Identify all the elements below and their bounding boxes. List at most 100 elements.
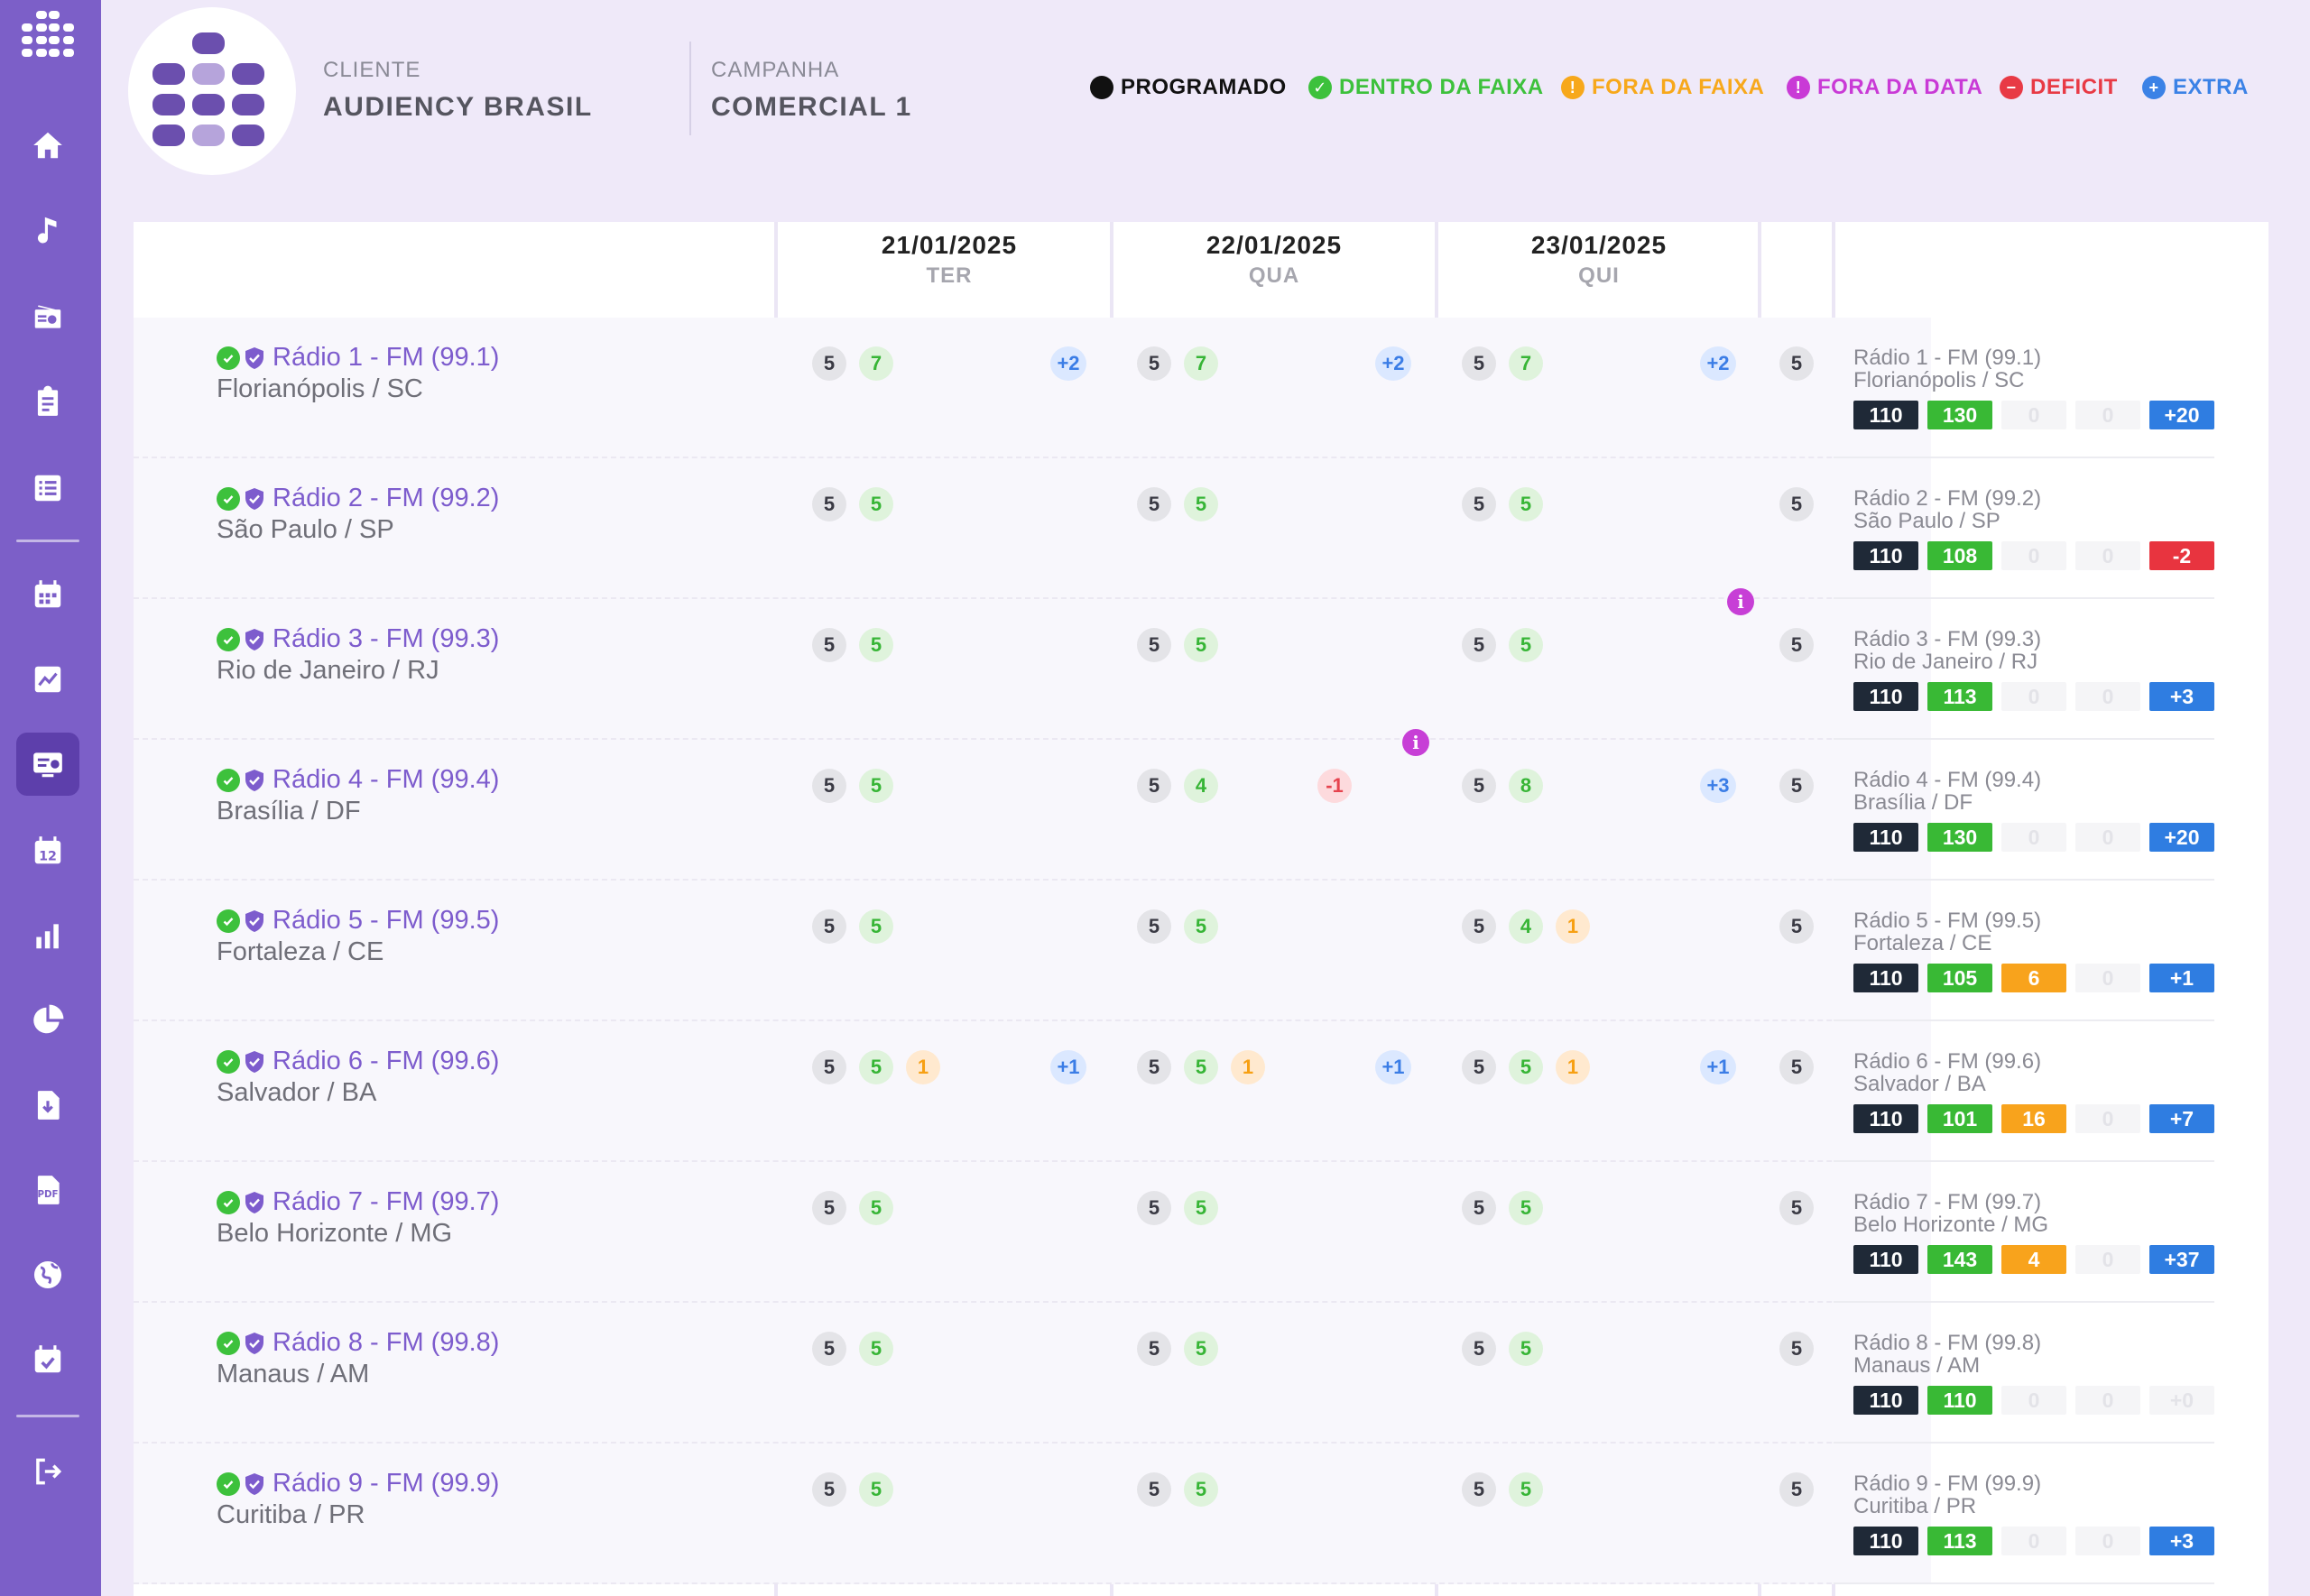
in-range-badge[interactable]: 5 (1184, 909, 1218, 944)
in-range-badge[interactable]: 5 (859, 487, 893, 521)
in-range-badge[interactable]: 7 (859, 346, 893, 381)
programmed-badge[interactable]: 5 (1462, 628, 1496, 662)
programmed-badge[interactable]: 5 (1137, 769, 1171, 803)
programmed-badge[interactable]: 5 (812, 346, 846, 381)
extra-badge[interactable]: +1 (1700, 1050, 1736, 1084)
extra-badge[interactable]: +1 (1050, 1050, 1086, 1084)
station-info[interactable]: Rádio 6 - FM (99.6) Salvador / BA (217, 1047, 499, 1108)
out-of-range-badge[interactable]: 1 (906, 1050, 940, 1084)
in-range-badge[interactable]: 7 (1509, 346, 1543, 381)
programmed-badge[interactable]: 5 (1137, 909, 1171, 944)
sidebar-item-pie-chart[interactable] (16, 989, 79, 1052)
programmed-badge[interactable]: 5 (1462, 1191, 1496, 1225)
in-range-badge[interactable]: 5 (1184, 628, 1218, 662)
in-range-badge[interactable]: 5 (859, 1472, 893, 1507)
in-range-badge[interactable]: 5 (1184, 487, 1218, 521)
sidebar-item-calendar-day[interactable]: 12 (16, 819, 79, 882)
in-range-badge[interactable]: 4 (1184, 769, 1218, 803)
programmed-badge[interactable]: 5 (1137, 487, 1171, 521)
in-range-badge[interactable]: 5 (1509, 628, 1543, 662)
sidebar-item-download[interactable] (16, 1074, 79, 1137)
in-range-badge[interactable]: 8 (1509, 769, 1543, 803)
sidebar-item-logout[interactable] (16, 1440, 79, 1503)
extra-badge[interactable]: +1 (1375, 1050, 1411, 1084)
in-range-badge[interactable]: 5 (859, 1191, 893, 1225)
sidebar-item-calendar[interactable] (16, 563, 79, 626)
in-range-badge[interactable]: 5 (859, 1050, 893, 1084)
station-info[interactable]: Rádio 4 - FM (99.4) Brasília / DF (217, 765, 499, 826)
partial-programmed-badge[interactable]: 5 (1779, 1050, 1814, 1084)
programmed-badge[interactable]: 5 (1137, 1050, 1171, 1084)
programmed-badge[interactable]: 5 (1137, 628, 1171, 662)
station-info[interactable]: Rádio 9 - FM (99.9) Curitiba / PR (217, 1469, 499, 1530)
station-info[interactable]: Rádio 5 - FM (99.5) Fortaleza / CE (217, 906, 499, 967)
programmed-badge[interactable]: 5 (812, 909, 846, 944)
sidebar-item-globe[interactable] (16, 1243, 79, 1306)
sidebar-item-pdf[interactable]: PDF (16, 1158, 79, 1222)
in-range-badge[interactable]: 5 (1184, 1332, 1218, 1366)
out-of-date-info-icon[interactable]: i (1727, 588, 1754, 615)
programmed-badge[interactable]: 5 (1462, 1332, 1496, 1366)
programmed-badge[interactable]: 5 (1462, 487, 1496, 521)
partial-programmed-badge[interactable]: 5 (1779, 1191, 1814, 1225)
programmed-badge[interactable]: 5 (812, 1050, 846, 1084)
station-info[interactable]: Rádio 3 - FM (99.3) Rio de Janeiro / RJ (217, 624, 499, 686)
in-range-badge[interactable]: 5 (1509, 1332, 1543, 1366)
programmed-badge[interactable]: 5 (1137, 1472, 1171, 1507)
partial-programmed-badge[interactable]: 5 (1779, 769, 1814, 803)
out-of-range-badge[interactable]: 1 (1231, 1050, 1265, 1084)
partial-programmed-badge[interactable]: 5 (1779, 628, 1814, 662)
in-range-badge[interactable]: 5 (1509, 1191, 1543, 1225)
sidebar-item-clipboard[interactable] (16, 370, 79, 433)
programmed-badge[interactable]: 5 (1137, 1332, 1171, 1366)
out-of-range-badge[interactable]: 1 (1556, 909, 1590, 944)
programmed-badge[interactable]: 5 (1462, 346, 1496, 381)
partial-programmed-badge[interactable]: 5 (1779, 909, 1814, 944)
programmed-badge[interactable]: 5 (1462, 1472, 1496, 1507)
programmed-badge[interactable]: 5 (812, 487, 846, 521)
sidebar-item-schedule[interactable] (16, 1328, 79, 1391)
in-range-badge[interactable]: 5 (859, 909, 893, 944)
station-info[interactable]: Rádio 7 - FM (99.7) Belo Horizonte / MG (217, 1187, 499, 1249)
in-range-badge[interactable]: 5 (1509, 1472, 1543, 1507)
programmed-badge[interactable]: 5 (1137, 346, 1171, 381)
station-info[interactable]: Rádio 2 - FM (99.2) São Paulo / SP (217, 484, 499, 545)
in-range-badge[interactable]: 5 (1184, 1050, 1218, 1084)
sidebar-item-analytics[interactable] (16, 648, 79, 711)
sidebar-item-list[interactable] (16, 457, 79, 520)
sidebar-item-bar-chart[interactable] (16, 904, 79, 967)
sidebar-item-home[interactable] (16, 114, 79, 177)
in-range-badge[interactable]: 5 (1184, 1191, 1218, 1225)
out-of-range-badge[interactable]: 1 (1556, 1050, 1590, 1084)
station-info[interactable]: Rádio 8 - FM (99.8) Manaus / AM (217, 1328, 499, 1389)
partial-programmed-badge[interactable]: 5 (1779, 1332, 1814, 1366)
programmed-badge[interactable]: 5 (812, 628, 846, 662)
in-range-badge[interactable]: 7 (1184, 346, 1218, 381)
in-range-badge[interactable]: 5 (859, 769, 893, 803)
programmed-badge[interactable]: 5 (1462, 909, 1496, 944)
in-range-badge[interactable]: 5 (859, 628, 893, 662)
sidebar-item-radio[interactable] (16, 285, 79, 348)
programmed-badge[interactable]: 5 (812, 1472, 846, 1507)
programmed-badge[interactable]: 5 (812, 769, 846, 803)
partial-programmed-badge[interactable]: 5 (1779, 487, 1814, 521)
partial-programmed-badge[interactable]: 5 (1779, 1472, 1814, 1507)
extra-badge[interactable]: +3 (1700, 769, 1736, 803)
out-of-date-info-icon[interactable]: i (1402, 729, 1429, 756)
in-range-badge[interactable]: 4 (1509, 909, 1543, 944)
sidebar-item-music[interactable] (16, 198, 79, 262)
programmed-badge[interactable]: 5 (812, 1332, 846, 1366)
programmed-badge[interactable]: 5 (1462, 1050, 1496, 1084)
in-range-badge[interactable]: 5 (859, 1332, 893, 1366)
in-range-badge[interactable]: 5 (1509, 1050, 1543, 1084)
extra-badge[interactable]: +2 (1375, 346, 1411, 381)
in-range-badge[interactable]: 5 (1509, 487, 1543, 521)
station-info[interactable]: Rádio 1 - FM (99.1) Florianópolis / SC (217, 343, 499, 404)
partial-programmed-badge[interactable]: 5 (1779, 346, 1814, 381)
extra-badge[interactable]: +2 (1700, 346, 1736, 381)
programmed-badge[interactable]: 5 (1462, 769, 1496, 803)
in-range-badge[interactable]: 5 (1184, 1472, 1218, 1507)
programmed-badge[interactable]: 5 (1137, 1191, 1171, 1225)
extra-badge[interactable]: +2 (1050, 346, 1086, 381)
programmed-badge[interactable]: 5 (812, 1191, 846, 1225)
